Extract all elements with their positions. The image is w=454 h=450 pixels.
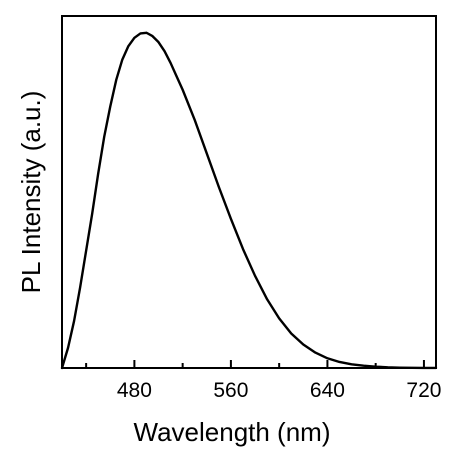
plot-frame [61,15,437,369]
x-tick-labels: 480 560 640 720 [117,379,442,402]
x-tick-label-560: 560 [213,379,248,402]
y-axis-title: PL Intensity (a.u.) [16,91,46,294]
pl-spectrum-line [60,31,438,370]
x-tick-label-640: 640 [310,379,345,402]
x-tick-label-720: 720 [406,379,441,402]
x-ticks [85,360,425,368]
x-axis-title: Wavelength (nm) [134,417,331,447]
x-tick-label-480: 480 [117,379,152,402]
